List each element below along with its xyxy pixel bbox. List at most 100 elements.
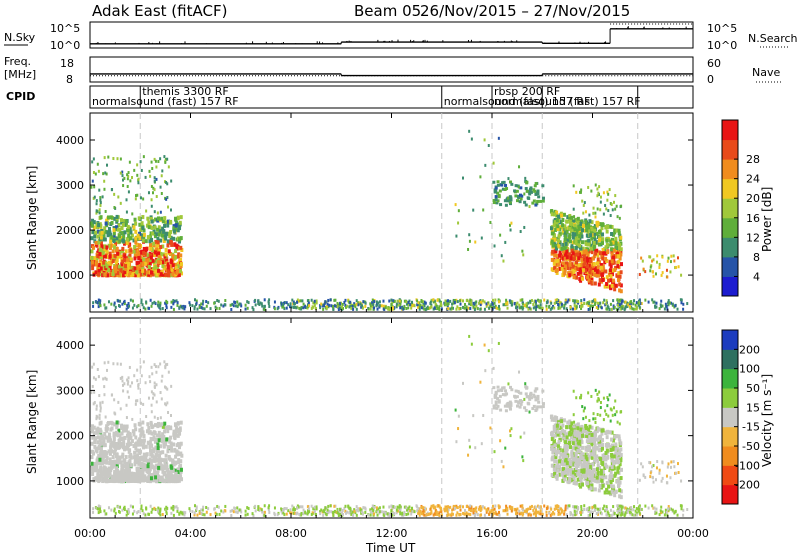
- power-cell: [172, 224, 176, 229]
- velocity-cell: [624, 506, 627, 510]
- power-cell: [570, 248, 574, 253]
- power-cell: [129, 179, 132, 183]
- velocity-cell: [106, 479, 110, 484]
- velocity-cell: [127, 395, 130, 399]
- power-cell: [123, 176, 126, 180]
- power-cell: [533, 184, 537, 188]
- velocity-cell: [680, 507, 683, 511]
- power-cell: [549, 307, 552, 311]
- power-cell: [147, 225, 151, 230]
- power-cell: [496, 199, 500, 203]
- power-cell: [106, 233, 110, 238]
- date-range: 26/Nov/2015 – 27/Nov/2015: [420, 2, 630, 20]
- power-cell: [154, 265, 158, 270]
- velocity-cell: [423, 513, 426, 517]
- velocity-cell: [294, 511, 297, 515]
- power-cell: [166, 239, 170, 244]
- power-cell: [371, 301, 374, 305]
- power-cell: [550, 301, 553, 305]
- power-cell: [447, 302, 450, 306]
- velocity-cell: [91, 451, 95, 456]
- velocity-cell: [498, 513, 501, 517]
- power-cell: [608, 268, 612, 273]
- velocity-cell: [379, 510, 382, 514]
- velocity-cell: [528, 397, 532, 401]
- power-cell: [605, 275, 609, 280]
- velocity-cell: [605, 513, 608, 517]
- power-cell: [554, 259, 558, 264]
- freq-label-1: Freq.: [4, 55, 31, 68]
- velocity-cell: [150, 425, 154, 430]
- cpid-entry: normalsound (fast) 157 RF: [494, 95, 641, 108]
- velocity-cell: [157, 430, 161, 435]
- power-cell: [555, 300, 558, 304]
- power-cell: [369, 307, 372, 311]
- power-cell: [115, 258, 119, 263]
- power-cell: [384, 306, 387, 310]
- velocity-cell: [174, 471, 178, 476]
- power-cell: [140, 221, 144, 226]
- velocity-cell: [224, 504, 227, 508]
- power-cell: [379, 304, 382, 308]
- power-cell: [527, 307, 530, 311]
- velocity-cell: [525, 509, 528, 513]
- power-cell: [127, 302, 130, 306]
- power-cell: [626, 304, 629, 308]
- power-cell: [103, 187, 106, 191]
- power-cell: [659, 303, 662, 307]
- power-cell: [216, 299, 219, 303]
- velocity-cell: [233, 506, 236, 510]
- velocity-cell: [541, 405, 545, 409]
- colorbar-swatch: [722, 159, 738, 180]
- power-cell: [581, 276, 585, 281]
- power-cell: [166, 301, 169, 305]
- power-cell: [597, 260, 601, 265]
- power-cell: [127, 190, 130, 194]
- power-cell: [504, 203, 508, 207]
- power-cell: [549, 226, 553, 231]
- power-cell: [146, 216, 150, 221]
- power-cell: [169, 230, 173, 235]
- velocity-cell: [169, 435, 173, 440]
- velocity-cell: [110, 449, 114, 454]
- colorbar-tick-label: 16: [746, 212, 760, 225]
- power-cell: [633, 299, 636, 303]
- power-cell: [554, 249, 558, 254]
- velocity-cell: [172, 506, 175, 510]
- power-cell: [561, 223, 565, 228]
- velocity-cell: [140, 374, 143, 378]
- velocity-cell: [126, 390, 129, 394]
- power-cell: [164, 220, 168, 225]
- power-cell: [371, 298, 374, 302]
- power-cell: [136, 305, 139, 309]
- power-cell: [121, 174, 124, 178]
- velocity-cell: [376, 513, 379, 517]
- power-cell: [360, 304, 363, 308]
- power-cell: [521, 307, 524, 311]
- power-cell: [137, 181, 140, 185]
- power-cell: [106, 163, 109, 167]
- power-cell: [169, 208, 172, 212]
- velocity-cell: [150, 510, 153, 514]
- power-cell: [618, 288, 622, 293]
- power-cell: [165, 256, 169, 261]
- power-cell: [139, 160, 142, 164]
- velocity-cell: [139, 456, 143, 461]
- velocity-cell: [504, 409, 508, 413]
- velocity-cell: [467, 512, 470, 516]
- power-cell: [516, 301, 519, 305]
- velocity-cell: [527, 395, 531, 399]
- power-cell: [129, 248, 133, 253]
- power-cell: [105, 306, 108, 310]
- velocity-cell: [396, 509, 399, 513]
- power-cell: [168, 234, 172, 239]
- velocity-cell: [580, 512, 583, 516]
- velocity-cell: [171, 477, 175, 482]
- velocity-cell: [593, 508, 596, 512]
- power-cell: [432, 298, 435, 302]
- velocity-cell: [357, 507, 360, 511]
- power-cell: [585, 228, 589, 233]
- velocity-cell: [179, 510, 182, 514]
- velocity-cell: [459, 512, 462, 516]
- velocity-cell: [113, 507, 116, 511]
